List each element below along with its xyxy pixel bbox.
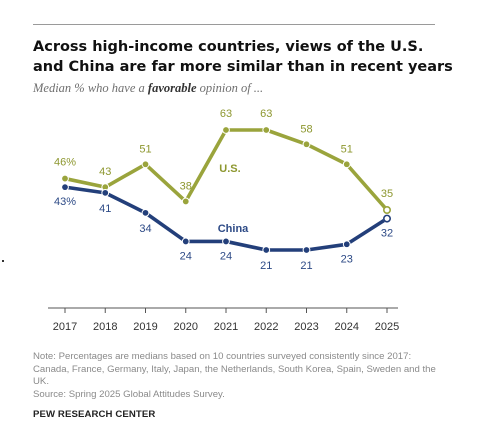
pew-footer: PEW RESEARCH CENTER bbox=[33, 409, 156, 420]
series-name-us: U.S. bbox=[219, 163, 240, 175]
data-label-china-2025: 32 bbox=[381, 228, 393, 240]
chart-subtitle: Median % who have a favorable opinion of… bbox=[33, 81, 453, 96]
data-label-china-2019: 34 bbox=[139, 223, 151, 235]
series-name-china: China bbox=[218, 223, 249, 235]
data-label-china-2023: 21 bbox=[300, 260, 312, 272]
x-tick-label-2020: 2020 bbox=[174, 321, 198, 333]
data-label-china-2020: 24 bbox=[180, 250, 192, 262]
chart-title: Across high-income countries, views of t… bbox=[33, 39, 453, 75]
point-china-2017 bbox=[61, 183, 69, 192]
point-china-2020 bbox=[181, 237, 190, 246]
point-end-us bbox=[382, 206, 391, 215]
subtitle-text-2: opinion of ... bbox=[196, 81, 264, 95]
top-rule bbox=[33, 24, 435, 25]
point-china-2023 bbox=[302, 246, 311, 254]
point-china-2019 bbox=[141, 208, 150, 217]
data-label-china-2018: 41 bbox=[99, 203, 111, 215]
data-label-us-2020: 38 bbox=[180, 180, 192, 192]
x-tick-label-2018: 2018 bbox=[93, 321, 117, 333]
data-label-us-2025: 35 bbox=[381, 188, 393, 200]
subtitle-emphasis: favorable bbox=[147, 81, 197, 95]
subtitle-text-1: Median % who have a bbox=[33, 81, 148, 95]
x-tick-label-2021: 2021 bbox=[214, 321, 238, 333]
point-us-2022 bbox=[262, 126, 271, 134]
x-tick-label-2024: 2024 bbox=[335, 321, 359, 333]
data-label-china-2022: 21 bbox=[260, 260, 272, 272]
x-tick-label-2023: 2023 bbox=[294, 321, 318, 333]
data-label-us-2024: 51 bbox=[341, 143, 353, 155]
x-tick-label-2017: 2017 bbox=[53, 321, 77, 333]
point-china-2024 bbox=[342, 240, 351, 249]
chart-note: Note: Percentages are medians based on 1… bbox=[33, 351, 436, 387]
margin-dot bbox=[2, 260, 4, 262]
point-china-2021 bbox=[222, 237, 230, 246]
x-tick-label-2022: 2022 bbox=[254, 321, 278, 333]
x-tick-label-2025: 2025 bbox=[375, 321, 399, 333]
x-tick-label-2019: 2019 bbox=[133, 321, 157, 333]
data-label-china-2024: 23 bbox=[341, 253, 353, 265]
data-label-us-2018: 43 bbox=[99, 166, 111, 178]
data-label-us-2019: 51 bbox=[139, 143, 151, 155]
data-label-china-2017: 43% bbox=[54, 196, 76, 208]
data-label-us-2022: 63 bbox=[260, 108, 272, 120]
point-china-2022 bbox=[262, 246, 271, 254]
data-label-us-2021: 63 bbox=[220, 108, 232, 120]
point-us-2017 bbox=[61, 174, 69, 183]
point-us-2024 bbox=[342, 160, 351, 169]
chart-source: Source: Spring 2025 Global Attitudes Sur… bbox=[33, 389, 225, 400]
data-label-us-2023: 58 bbox=[300, 123, 312, 135]
point-end-china bbox=[382, 214, 391, 223]
data-label-us-2017: 46% bbox=[54, 157, 76, 169]
point-us-2023 bbox=[302, 140, 311, 149]
data-label-china-2021: 24 bbox=[220, 250, 232, 262]
point-us-2020 bbox=[181, 197, 190, 206]
point-us-2019 bbox=[141, 160, 150, 169]
point-china-2018 bbox=[101, 188, 110, 197]
point-us-2021 bbox=[222, 126, 230, 134]
